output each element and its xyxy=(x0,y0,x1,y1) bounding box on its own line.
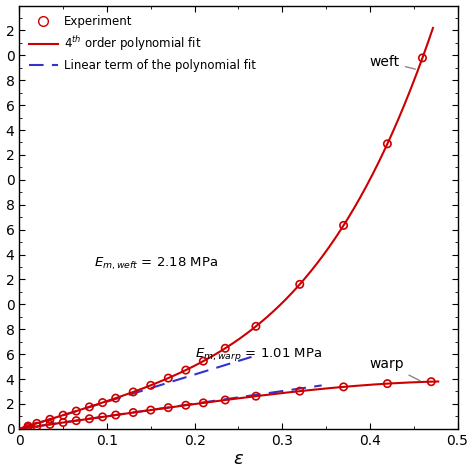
Point xyxy=(182,401,190,409)
Text: $E_{m,warp}$ = 1.01 MPa: $E_{m,warp}$ = 1.01 MPa xyxy=(195,346,321,363)
Point xyxy=(252,322,260,330)
Point xyxy=(59,411,67,419)
Point xyxy=(221,345,229,352)
Point xyxy=(296,387,303,395)
Point xyxy=(33,422,41,430)
Point xyxy=(33,419,41,427)
Point xyxy=(340,383,347,391)
Point xyxy=(24,424,32,431)
Point xyxy=(147,406,155,414)
Point xyxy=(129,409,137,416)
Point xyxy=(112,394,119,402)
Point xyxy=(383,380,391,387)
Point xyxy=(73,407,80,415)
Point xyxy=(46,420,54,428)
Point xyxy=(296,281,303,288)
Point xyxy=(129,388,137,396)
Point xyxy=(182,366,190,374)
X-axis label: ε: ε xyxy=(234,450,243,468)
Point xyxy=(428,378,435,385)
Point xyxy=(24,422,32,430)
Point xyxy=(99,399,106,406)
Point xyxy=(200,357,207,365)
Text: $E_{m,weft}$ = 2.18 MPa: $E_{m,weft}$ = 2.18 MPa xyxy=(94,255,218,272)
Point xyxy=(221,396,229,404)
Point xyxy=(252,392,260,400)
Text: warp: warp xyxy=(370,357,420,381)
Point xyxy=(59,419,67,426)
Point xyxy=(86,403,93,410)
Point xyxy=(164,374,172,382)
Point xyxy=(340,222,347,229)
Point xyxy=(99,413,106,420)
Point xyxy=(112,411,119,419)
Text: weft: weft xyxy=(370,55,415,69)
Point xyxy=(86,415,93,422)
Point xyxy=(419,54,426,62)
Point xyxy=(164,404,172,411)
Point xyxy=(383,140,391,147)
Point xyxy=(200,399,207,407)
Legend: Experiment, 4$^{th}$ order polynomial fit, Linear term of the polynomial fit: Experiment, 4$^{th}$ order polynomial fi… xyxy=(25,11,260,75)
Point xyxy=(147,382,155,389)
Point xyxy=(73,417,80,424)
Point xyxy=(46,416,54,423)
